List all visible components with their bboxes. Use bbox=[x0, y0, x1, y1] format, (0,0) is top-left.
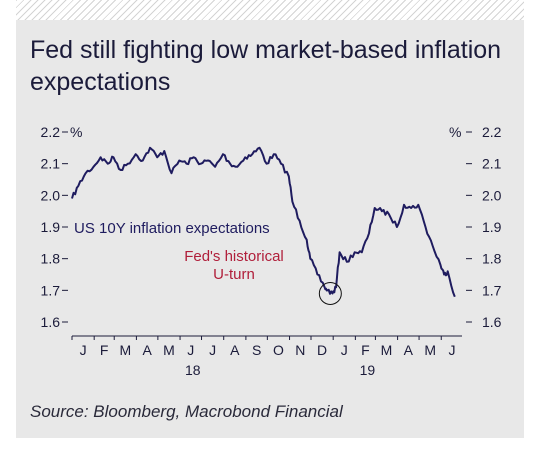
y-tick-label-left: 1.9 bbox=[41, 219, 61, 235]
x-tick-label: N bbox=[295, 342, 305, 358]
y-tick-label-right: 1.8 bbox=[482, 251, 502, 267]
x-tick-label: J bbox=[341, 342, 348, 358]
chart-panel bbox=[16, 20, 524, 438]
x-tick-label: A bbox=[404, 342, 414, 358]
annotation-circle bbox=[318, 282, 342, 305]
y-tick-label-left: 1.8 bbox=[41, 251, 61, 267]
x-tick-label: J bbox=[209, 342, 216, 358]
x-tick-label: S bbox=[252, 342, 261, 358]
y-tick-label-right: 2.0 bbox=[482, 187, 502, 203]
x-tick-label: M bbox=[381, 342, 393, 358]
left-y-axis: 2.2 2.1 2.0 1.9 1.8 1.7 1.6% bbox=[41, 124, 83, 330]
header-hatch bbox=[16, 0, 524, 20]
x-tick-label: F bbox=[361, 342, 370, 358]
series-label: US 10Y inflation expectations bbox=[74, 220, 270, 237]
x-tick-label: A bbox=[230, 342, 240, 358]
x-tick-label: M bbox=[424, 342, 436, 358]
y-tick-label-right: 2.1 bbox=[482, 156, 502, 172]
y-unit-right: % bbox=[449, 124, 461, 140]
y-tick-label-left: 2.0 bbox=[41, 187, 61, 203]
y-tick-label-left: 2.1 bbox=[41, 156, 61, 172]
series-layer bbox=[71, 146, 456, 298]
annotation-layer: US 10Y inflation expectations Fed's histo… bbox=[74, 220, 342, 305]
series-line-us-10y-inflation-expectations bbox=[71, 146, 456, 298]
x-tick-label: A bbox=[142, 342, 152, 358]
x-year-label: 18 bbox=[185, 362, 201, 378]
y-unit-left: % bbox=[70, 124, 82, 140]
chart-title: Fed still fighting low market-based infl… bbox=[30, 36, 502, 96]
y-tick-label-right: 2.2 bbox=[482, 124, 502, 140]
annotation-label-line2: U-turn bbox=[213, 266, 255, 283]
x-tick-label: F bbox=[100, 342, 109, 358]
x-year-label: 19 bbox=[360, 362, 376, 378]
y-tick-label-right: 1.9 bbox=[482, 219, 502, 235]
x-tick-label: M bbox=[163, 342, 175, 358]
x-axis: J F M A M J J A S O N D J F M A M J18 19 bbox=[71, 335, 462, 378]
y-tick-label-left: 2.2 bbox=[41, 124, 61, 140]
right-y-axis: 2.2 2.1 2.0 1.9 1.8 1.7 1.6% bbox=[449, 124, 502, 330]
x-tick-label: J bbox=[187, 342, 194, 358]
annotation-label-line1: Fed's historical bbox=[184, 248, 284, 265]
x-tick-label: O bbox=[273, 342, 284, 358]
y-tick-label-right: 1.6 bbox=[482, 314, 502, 330]
source-note: Source: Bloomberg, Macrobond Financial bbox=[30, 402, 343, 421]
x-tick-label: J bbox=[448, 342, 455, 358]
y-tick-label-right: 1.7 bbox=[482, 282, 502, 298]
y-tick-label-left: 1.7 bbox=[41, 282, 61, 298]
x-tick-label: J bbox=[80, 342, 87, 358]
x-tick-label: D bbox=[317, 342, 327, 358]
x-tick-label: M bbox=[119, 342, 131, 358]
y-tick-label-left: 1.6 bbox=[41, 314, 61, 330]
